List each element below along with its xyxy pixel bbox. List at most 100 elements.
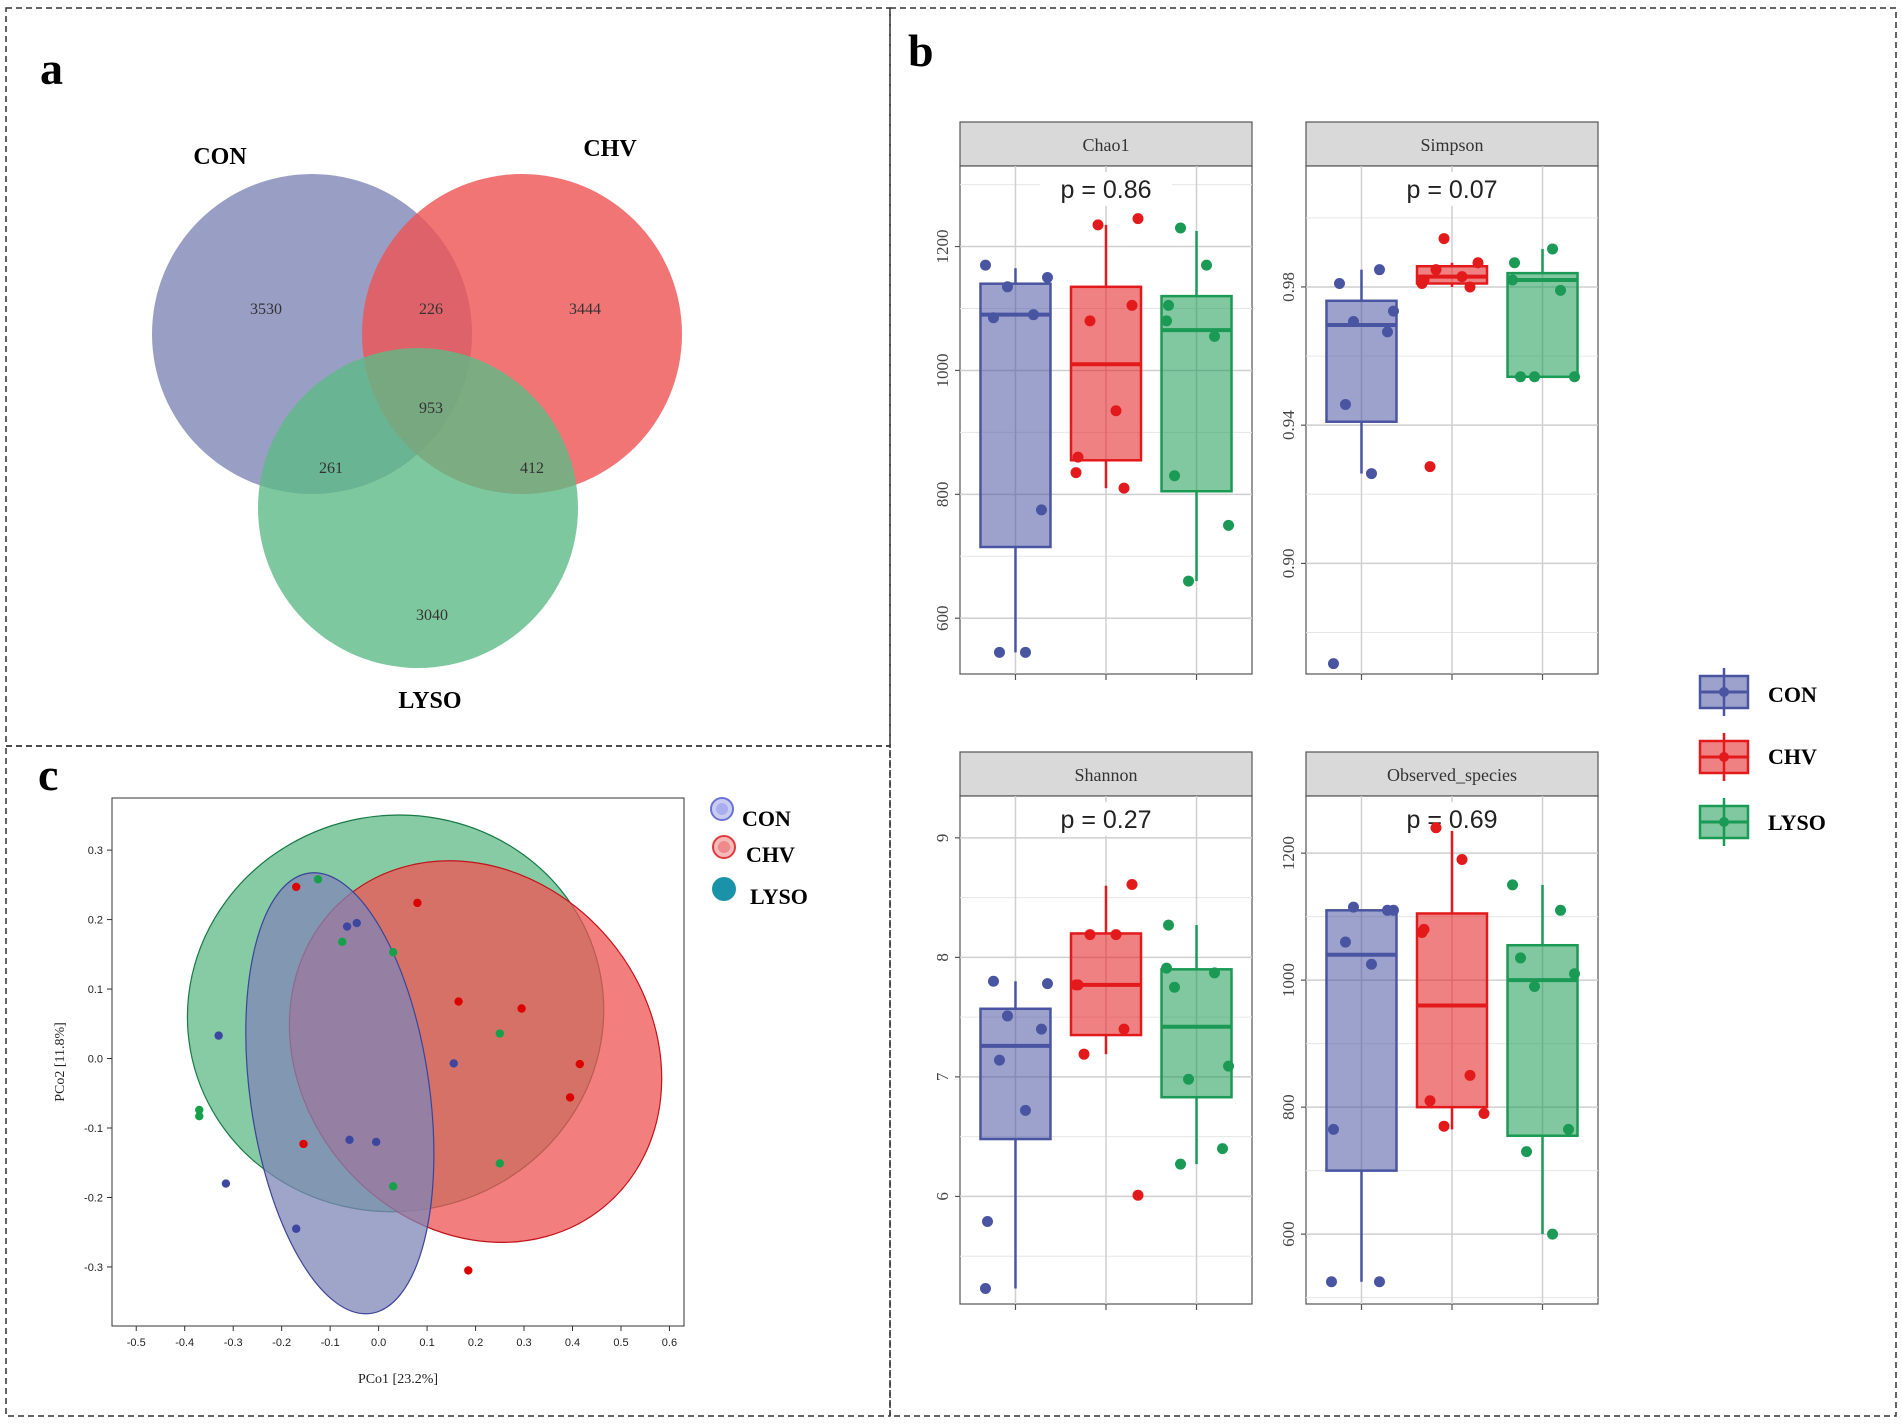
y-tick-label: 9 <box>933 834 952 843</box>
legend-point <box>1719 687 1729 697</box>
pcoa-legend-label-chv: CHV <box>746 842 795 867</box>
box-legend-label-lyso: LYSO <box>1768 810 1826 835</box>
data-point-chv <box>1430 264 1442 276</box>
pcoa-point-lyso <box>388 948 398 957</box>
data-point-lyso <box>1175 1158 1187 1170</box>
pcoa-point-lyso <box>195 1105 204 1115</box>
pcoa-axes: -0.5 -0.4 -0.3 -0.2 -0.1 0.0 0.1 0.2 0.3 0.4 0.5 0.… <box>84 845 677 1349</box>
pcoa-point-lyso <box>195 1111 204 1121</box>
pvalue-label: p = 0.69 <box>1406 806 1497 834</box>
data-point-lyso <box>1547 1228 1559 1240</box>
data-point-lyso <box>1223 519 1235 531</box>
box-lyso <box>1506 271 1579 379</box>
pcoa-x-tick-label: -0.3 <box>224 1337 243 1349</box>
venn-diagram: CON CHV LYSO 3530 3444 3040 226 261 412 … <box>152 136 682 714</box>
box-legend-key-lyso <box>1698 798 1750 846</box>
pcoa-point-con <box>342 922 352 931</box>
pcoa-x-tick-label: 0.3 <box>516 1337 531 1349</box>
data-point-lyso <box>1223 1060 1235 1072</box>
data-point-chv <box>1084 315 1096 327</box>
box-legend-label-con: CON <box>1768 682 1817 707</box>
box-legend-key-con <box>1698 668 1750 716</box>
data-point-con <box>1365 468 1377 480</box>
panel-c-letter: c <box>38 749 58 800</box>
panel-borders <box>5 7 1897 1417</box>
data-point-lyso <box>1175 222 1187 234</box>
data-point-con <box>993 1054 1005 1066</box>
pcoa-y-tick-label: -0.1 <box>84 1123 103 1135</box>
data-point-lyso <box>1217 1143 1229 1155</box>
pcoa-x-tick-label: -0.5 <box>127 1337 146 1349</box>
pcoa-legend: CON CHV LYSO <box>710 797 808 909</box>
pvalue-background <box>1386 802 1518 836</box>
facet-title: Observed_species <box>1387 765 1517 785</box>
data-point-chv <box>1118 482 1130 494</box>
data-point-lyso <box>1529 981 1541 992</box>
data-point-lyso <box>1507 879 1519 891</box>
data-point-chv <box>1110 405 1122 417</box>
panel-b-border <box>889 7 1897 1417</box>
facet-title: Chao1 <box>1083 135 1130 155</box>
data-point-con <box>1041 272 1053 284</box>
y-tick-label: 1000 <box>1279 963 1298 997</box>
facet-chao1: Chao1 600 800 1000 1200 p = 0.86 <box>933 121 1253 680</box>
facet-header <box>959 751 1253 797</box>
data-point-chv <box>1126 878 1138 890</box>
data-point-con <box>987 312 999 324</box>
data-point-con <box>979 1282 991 1294</box>
pcoa-ellipses <box>186 814 663 1315</box>
data-point-con <box>1027 309 1039 321</box>
data-point-chv <box>1424 461 1436 473</box>
y-tick-label: 7 <box>933 1072 952 1081</box>
data-point-chv <box>1092 219 1104 231</box>
y-tick-label: 0.98 <box>1279 272 1298 302</box>
pcoa-point-con <box>292 1224 301 1233</box>
legend-point <box>1719 817 1729 827</box>
box-lyso <box>1160 968 1233 1099</box>
facet-shannon: Shannon 6 7 8 9 p = 0.27 <box>933 751 1253 1310</box>
pcoa-point-con <box>371 1137 381 1147</box>
data-point-chv <box>1438 233 1450 245</box>
venn-circle-lyso <box>258 348 578 668</box>
box-chv <box>1415 912 1489 1109</box>
pcoa-point-chv <box>454 997 463 1006</box>
pcoa-x-tick-label: -0.2 <box>272 1337 291 1349</box>
facet-title: Simpson <box>1420 135 1483 155</box>
data-point-chv <box>1110 929 1122 941</box>
data-point-lyso <box>1515 952 1527 964</box>
data-point-con <box>1373 264 1385 276</box>
data-point-con <box>1001 281 1013 293</box>
facet-header <box>1305 121 1599 167</box>
data-point-con <box>979 259 991 271</box>
box-lyso <box>1160 294 1233 493</box>
y-tick-label: 8 <box>933 953 952 962</box>
pcoa-x-tick-label: 0.1 <box>419 1337 434 1349</box>
pcoa-xlabel: PCo1 [23.2%] <box>358 1372 438 1387</box>
pcoa-x-tick-label: -0.4 <box>175 1337 194 1349</box>
pcoa-y-tick-label: 0.1 <box>88 984 103 996</box>
data-point-chv <box>1118 1023 1130 1035</box>
data-point-con <box>981 1216 993 1228</box>
y-tick-label: 600 <box>933 605 952 631</box>
pcoa-legend-label-lyso: LYSO <box>750 884 808 909</box>
data-point-chv <box>1078 1048 1090 1060</box>
venn-count-chv-only: 3444 <box>569 301 601 318</box>
data-point-con <box>987 975 999 987</box>
facet-header <box>1305 751 1599 797</box>
data-point-con <box>993 646 1005 658</box>
data-point-lyso <box>1569 371 1581 383</box>
venn-count-con-chv: 226 <box>419 301 443 318</box>
venn-count-all: 953 <box>419 400 443 417</box>
pcoa-y-tick-label: -0.3 <box>84 1262 103 1274</box>
pcoa-point-con <box>449 1059 458 1068</box>
pcoa-y-tick-label: 0.2 <box>88 915 103 927</box>
pcoa-x-tick-label: 0.5 <box>613 1337 628 1349</box>
data-point-lyso <box>1555 904 1567 916</box>
pcoa-plot: -0.5 -0.4 -0.3 -0.2 -0.1 0.0 0.1 0.2 0.3 0.4 0.5 0.… <box>53 797 808 1387</box>
pcoa-legend-marker-chv-inner <box>718 841 730 853</box>
y-tick-label: 600 <box>1279 1221 1298 1247</box>
facet-observed-species: Observed_species 600 800 1000 1200 p = 0.69 <box>1279 751 1599 1310</box>
data-point-lyso <box>1209 967 1221 979</box>
data-point-chv <box>1456 854 1468 865</box>
data-point-chv <box>1070 979 1082 991</box>
